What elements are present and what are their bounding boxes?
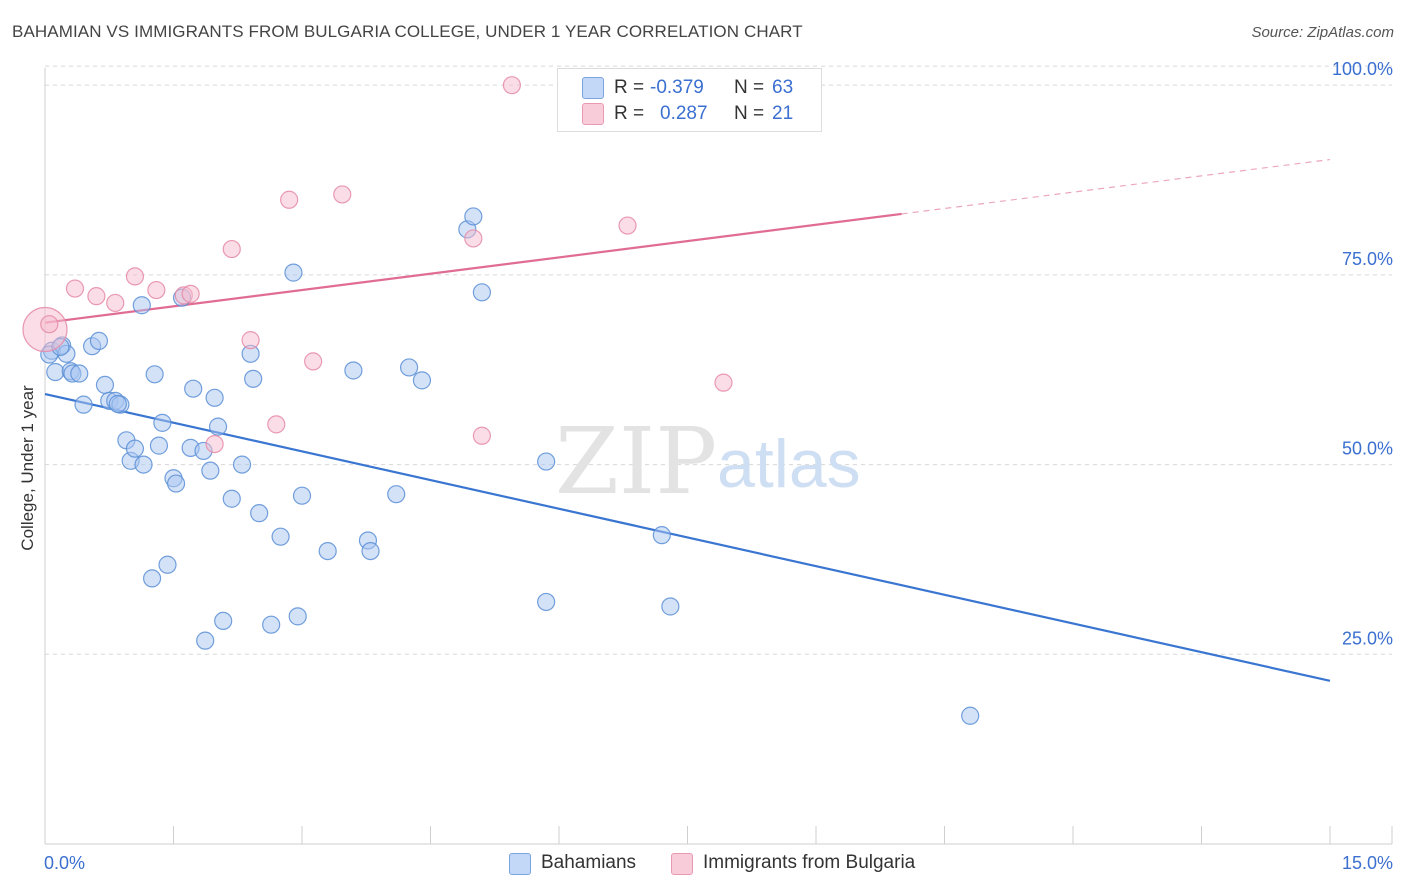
point-bahamians [661,597,680,616]
source-note: Source: ZipAtlas.com [1251,24,1394,41]
legend-swatch-bulgaria [582,103,604,125]
n-value: 63 [772,77,794,98]
point-bahamians [344,361,363,380]
axes [44,68,1393,845]
point-bahamians [387,485,406,504]
r-value: 0.287 [660,103,708,124]
point-bulgaria [65,279,85,298]
legend-swatch-bahamians [582,77,604,99]
tick-labels: 25.0% 50.0% 75.0% 100.0% 0.0% 15.0% [44,59,1393,873]
point-bulgaria [618,216,637,235]
point-bahamians [89,331,109,350]
point-bulgaria [181,284,200,303]
x-tick-label-max: 15.0% [1342,853,1393,873]
x-tick-label-min: 0.0% [44,853,85,873]
point-bahamians [132,296,151,315]
r-label: R = [614,77,645,98]
point-bulgaria [714,373,733,392]
point-bahamians [158,555,177,574]
point-bahamians [222,489,241,508]
point-bahamians [149,436,169,455]
point-bahamians [537,592,556,612]
point-bulgaria [304,352,323,371]
point-bulgaria [333,185,352,204]
watermark-atlas: atlas [717,426,861,502]
point-bahamians [262,615,281,634]
point-bahamians [464,207,483,226]
point-bulgaria [241,331,260,350]
point-bulgaria [472,426,491,445]
point-bahamians [108,394,127,413]
point-bahamians [134,455,153,474]
trend-line-bahamians [44,392,1331,682]
point-bahamians [70,364,89,383]
stats-legend: R = -0.379 N = 63 R = 0.287 N = 21 [557,68,822,132]
r-label: R = [614,103,645,124]
point-bahamians [142,569,162,588]
data-points [22,76,980,725]
point-bahamians [250,504,269,523]
point-bahamians [196,631,215,650]
point-bahamians [74,395,93,414]
legend-label-bahamians: Bahamians [541,852,637,873]
point-bahamians [271,527,290,546]
point-bulgaria [40,315,59,334]
point-bulgaria [222,239,241,259]
point-bahamians [961,706,980,725]
point-bahamians [652,526,671,545]
n-label: N = [734,77,765,98]
point-bahamians [153,413,172,432]
point-bahamians [145,365,164,384]
point-bahamians [95,375,115,395]
point-bahamians [292,486,312,505]
point-bahamians [208,417,228,436]
n-value: 21 [772,103,794,124]
point-bulgaria [87,287,106,306]
chart-title: BAHAMIAN VS IMMIGRANTS FROM BULGARIA COL… [12,22,803,41]
point-bahamians [244,369,263,388]
point-bahamians [288,607,307,626]
point-bulgaria [205,435,224,454]
point-bulgaria [280,190,299,209]
y-tick-label: 25.0% [1342,628,1393,648]
point-bulgaria [125,267,145,286]
trend-line-extension-bulgaria [901,158,1331,215]
watermark-zip: ZIP [555,408,717,515]
legend-label-bulgaria: Immigrants from Bulgaria [703,852,916,873]
legend-swatch-bahamians [509,853,531,875]
point-bahamians [166,474,186,493]
point-bulgaria [147,280,166,300]
grid-lines [45,65,1392,655]
point-bahamians [537,452,556,471]
point-bahamians [125,439,145,458]
point-bulgaria [106,293,125,313]
legend-swatch-bulgaria [671,853,693,875]
point-bahamians [201,461,220,480]
n-label: N = [734,103,765,124]
y-axis-label: College, Under 1 year [18,385,37,551]
series-legend: Bahamians Immigrants from Bulgaria [0,852,1406,878]
y-tick-label: 50.0% [1342,439,1393,459]
watermark: ZIP atlas [555,408,861,515]
point-bahamians [214,611,233,631]
point-bulgaria [464,229,483,248]
point-bahamians [232,455,252,474]
point-bahamians [472,283,491,302]
point-bahamians [284,263,303,282]
y-tick-label: 75.0% [1342,249,1393,269]
point-bahamians [361,541,380,561]
point-bahamians [46,362,65,382]
point-bulgaria [267,415,286,434]
point-bahamians [184,379,203,398]
point-bahamians [205,388,224,407]
point-bahamians [318,541,337,561]
r-value: -0.379 [650,77,704,98]
point-bahamians [412,371,432,390]
point-bahamians [399,358,419,377]
y-tick-label: 100.0% [1332,59,1393,79]
point-bulgaria [502,76,521,95]
